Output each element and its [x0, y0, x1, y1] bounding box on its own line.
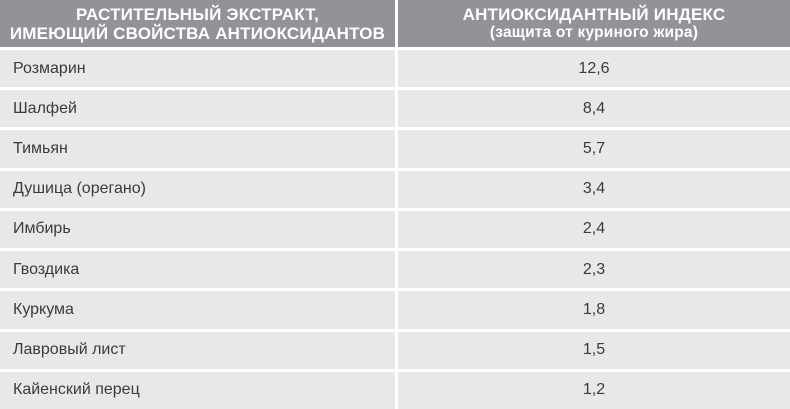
table-row-label: Тимьян	[0, 130, 395, 168]
column-header-extract-line1: РАСТИТЕЛЬНЫЙ ЭКСТРАКТ,	[75, 4, 320, 24]
table-row-value: 1,2	[398, 371, 790, 409]
column-header-index-line1: АНТИОКСИДАНТНЫЙ ИНДЕКС	[462, 5, 726, 24]
table-row-label: Шалфей	[0, 90, 395, 128]
table-row-value: 5,7	[398, 130, 790, 168]
column-header-index-line2: (защита от куриного жира)	[489, 24, 699, 41]
table-row-value: 12,6	[398, 50, 790, 88]
table-row-label: Розмарин	[0, 50, 395, 88]
table-row-label: Имбирь	[0, 210, 395, 249]
table-row-value: 1,5	[398, 331, 790, 369]
table-row-value: 3,4	[398, 170, 790, 208]
table-row-label: Гвоздика	[0, 251, 395, 289]
table-row-label: Кайенский перец	[0, 371, 395, 409]
table-row-label: Душица (орегано)	[0, 170, 395, 208]
table-row-value: 8,4	[398, 90, 790, 128]
table-row-value: 2,3	[398, 251, 790, 289]
table-row-value: 1,8	[398, 291, 790, 329]
table-row-value: 2,4	[398, 210, 790, 249]
table-row-label: Лавровый лист	[0, 331, 395, 369]
table-row-label: Куркума	[0, 291, 395, 329]
column-header-index: АНТИОКСИДАНТНЫЙ ИНДЕКС (защита от курино…	[398, 0, 790, 47]
column-header-extract-line2: ИМЕЮЩИЙ СВОЙСТВА АНТИОКСИДАНТОВ	[9, 23, 386, 43]
column-header-extract: РАСТИТЕЛЬНЫЙ ЭКСТРАКТ, ИМЕЮЩИЙ СВОЙСТВА …	[0, 0, 395, 47]
